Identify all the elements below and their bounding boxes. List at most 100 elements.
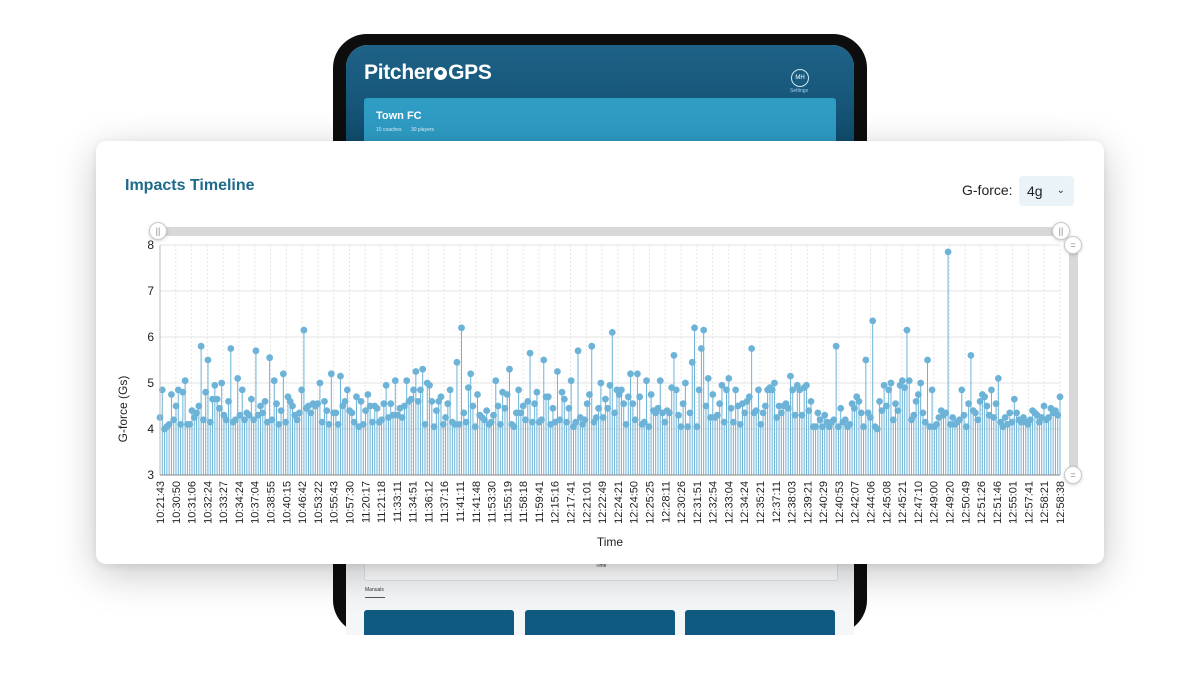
impact-point[interactable] [988, 386, 995, 394]
impact-mark[interactable] [988, 386, 995, 476]
impact-point[interactable] [517, 409, 525, 417]
impact-mark[interactable] [554, 368, 561, 475]
impact-point[interactable] [803, 381, 810, 389]
impact-point[interactable] [647, 391, 655, 398]
impact-point[interactable] [332, 409, 340, 417]
impact-point[interactable] [688, 358, 696, 366]
impact-point[interactable] [620, 400, 628, 408]
impact-mark[interactable] [725, 375, 733, 475]
impact-point[interactable] [967, 352, 975, 359]
impact-point[interactable] [421, 421, 429, 428]
impact-point[interactable] [414, 398, 422, 405]
impact-point[interactable] [515, 386, 523, 394]
impact-mark[interactable] [403, 377, 411, 475]
impact-mark[interactable] [165, 421, 173, 475]
impact-mark[interactable] [819, 423, 826, 475]
impact-mark[interactable] [921, 418, 929, 475]
impact-point[interactable] [713, 411, 721, 419]
impact-point[interactable] [634, 370, 641, 378]
impact-mark[interactable] [300, 326, 308, 475]
impact-point[interactable] [277, 407, 285, 414]
impact-point[interactable] [816, 416, 824, 424]
impact-mark[interactable] [494, 402, 502, 475]
impact-mark[interactable] [608, 329, 616, 475]
impact-mark[interactable] [814, 409, 822, 476]
impact-point[interactable] [316, 379, 324, 387]
impact-mark[interactable] [631, 416, 639, 475]
impact-point[interactable] [298, 386, 306, 394]
impact-mark[interactable] [832, 342, 840, 475]
impact-mark[interactable] [869, 317, 877, 476]
impact-point[interactable] [195, 402, 203, 410]
impact-point[interactable] [186, 421, 194, 428]
impact-point[interactable] [373, 404, 381, 412]
impact-mark[interactable] [522, 416, 529, 475]
impact-point[interactable] [1040, 402, 1048, 410]
impact-point[interactable] [832, 342, 840, 350]
impact-mark[interactable] [410, 386, 417, 476]
impact-point[interactable] [819, 423, 826, 431]
impact-mark[interactable] [350, 418, 358, 475]
impact-mark[interactable] [741, 409, 749, 476]
impact-point[interactable] [273, 400, 280, 408]
impact-point[interactable] [437, 393, 445, 401]
impact-point[interactable] [323, 407, 331, 414]
impact-mark[interactable] [432, 407, 440, 475]
impact-mark[interactable] [266, 354, 274, 475]
impact-point[interactable] [474, 391, 481, 398]
impact-point[interactable] [636, 393, 644, 401]
impact-point[interactable] [702, 402, 710, 410]
impact-point[interactable] [483, 407, 491, 414]
impact-mark[interactable] [1056, 393, 1064, 475]
impact-mark[interactable] [629, 400, 637, 475]
impact-mark[interactable] [200, 416, 207, 475]
impact-point[interactable] [467, 370, 475, 378]
impact-point[interactable] [282, 418, 290, 426]
impact-point[interactable] [412, 368, 420, 375]
impact-mark[interactable] [873, 425, 881, 475]
impact-point[interactable] [321, 398, 328, 405]
impact-point[interactable] [889, 416, 897, 424]
impact-point[interactable] [752, 407, 760, 414]
impact-point[interactable] [266, 354, 274, 362]
impact-point[interactable] [773, 414, 781, 421]
impact-mark[interactable] [245, 411, 253, 475]
impact-point[interactable] [921, 418, 929, 426]
impact-mark[interactable] [323, 407, 331, 475]
impact-mark[interactable] [691, 324, 698, 475]
impact-mark[interactable] [942, 409, 950, 476]
impact-point[interactable] [960, 411, 968, 419]
impact-point[interactable] [990, 414, 998, 421]
impact-mark[interactable] [218, 379, 226, 475]
impact-mark[interactable] [444, 400, 452, 475]
impact-point[interactable] [992, 400, 1000, 408]
impact-mark[interactable] [688, 358, 696, 475]
impact-mark[interactable] [736, 421, 744, 475]
impact-point[interactable] [250, 416, 258, 424]
impact-point[interactable] [757, 421, 765, 428]
impact-point[interactable] [257, 402, 264, 410]
impact-mark[interactable] [483, 407, 491, 475]
impact-mark[interactable] [636, 393, 644, 475]
impact-mark[interactable] [307, 409, 315, 476]
impact-point[interactable] [736, 421, 744, 428]
impact-point[interactable] [910, 411, 918, 419]
impact-mark[interactable] [835, 423, 842, 475]
impact-mark[interactable] [257, 402, 264, 475]
impact-point[interactable] [387, 400, 395, 408]
impact-point[interactable] [293, 416, 301, 424]
impact-mark[interactable] [830, 416, 838, 475]
impact-mark[interactable] [898, 377, 906, 475]
impact-point[interactable] [592, 414, 600, 421]
impact-mark[interactable] [560, 395, 568, 475]
impact-point[interactable] [378, 416, 385, 424]
impact-point[interactable] [560, 395, 568, 403]
impact-point[interactable] [193, 409, 200, 417]
impact-point[interactable] [410, 386, 417, 394]
impact-mark[interactable] [455, 421, 463, 475]
impact-point[interactable] [645, 423, 653, 431]
impact-point[interactable] [821, 411, 829, 419]
impact-point[interactable] [490, 411, 497, 419]
vertical-handle-bottom[interactable]: = [1064, 466, 1082, 484]
impact-point[interactable] [805, 407, 813, 414]
